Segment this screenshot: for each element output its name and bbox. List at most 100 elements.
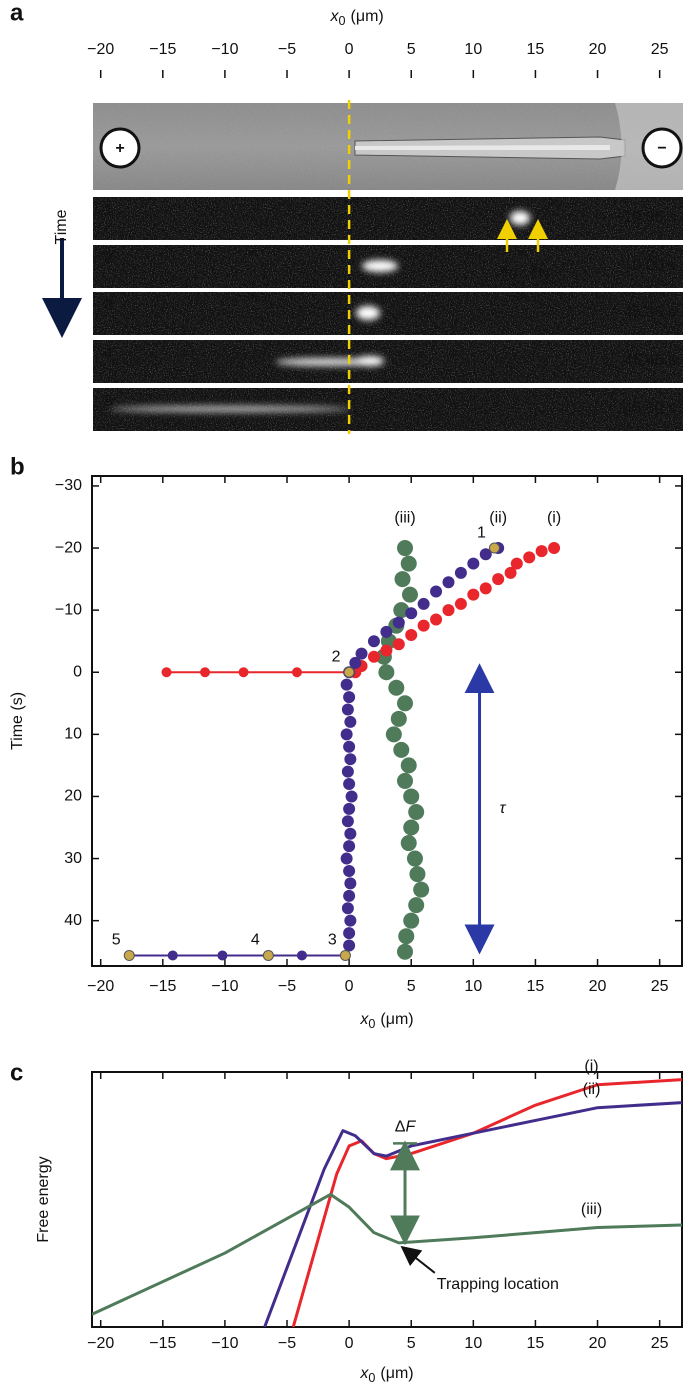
tau-label: τ [500, 800, 507, 817]
jump-point [217, 950, 228, 961]
trajectory-point [378, 664, 395, 681]
trajectory-point [349, 656, 362, 669]
trajectory-point [344, 715, 357, 728]
trajectory-point [400, 835, 417, 852]
x-tick-label: 20 [589, 978, 607, 995]
trajectory-point [341, 703, 354, 716]
trajectory-point [467, 557, 480, 570]
energy-curve [92, 1192, 682, 1316]
delta-symbol: Δ [395, 1119, 406, 1136]
highlight-point [343, 666, 355, 678]
x-tick-label: −10 [211, 978, 238, 995]
y-tick-label: 10 [64, 726, 82, 743]
x-tick-label: −5 [278, 1335, 296, 1352]
series-label: (i) [584, 1058, 598, 1075]
highlight-point [262, 949, 274, 961]
trajectory-point [479, 548, 492, 561]
frame-time: −19.95 s [614, 209, 676, 226]
panel-label: b [10, 453, 25, 480]
trajectory-point [341, 902, 354, 915]
trajectory-point [367, 650, 380, 663]
trajectory-point [385, 726, 402, 743]
x-tick-label: −15 [149, 41, 176, 58]
molecule-spots [110, 211, 530, 412]
time-label: Time [53, 209, 70, 244]
x-tick-label: −20 [87, 1335, 114, 1352]
trajectory-point [413, 881, 430, 898]
trajectory-point [442, 604, 455, 617]
trajectory-point [390, 710, 407, 727]
axis-title-sub: 0 [368, 1017, 375, 1031]
frame-time: 45.35 s [624, 304, 676, 321]
highlight-label: 1 [477, 524, 486, 541]
plot-frame [91, 475, 683, 967]
trajectory-point [380, 644, 393, 657]
trajectory-point [343, 740, 356, 753]
axis-title: x0 (μm) [359, 1365, 413, 1385]
axis-title-var: x [500, 261, 510, 278]
trajectory-point [403, 788, 420, 805]
trajectory-point [403, 819, 420, 836]
frame-time: 45.45 s [624, 352, 676, 369]
axis-title-var: x [330, 8, 340, 25]
trajectory-point [392, 638, 405, 651]
trajectory-point [344, 877, 357, 890]
trajectory-point [492, 573, 505, 586]
series-label: (ii) [489, 509, 507, 526]
x-tick-label: −20 [87, 41, 114, 58]
trajectory-point [340, 728, 353, 741]
trajectory-point [535, 545, 548, 558]
axis-title-sub: 0 [368, 1371, 375, 1385]
electrode [641, 127, 683, 169]
highlight-label: 3 [328, 932, 337, 949]
trajectory-point [343, 691, 356, 704]
y-tick-label: −10 [55, 601, 82, 618]
x-tick-label: 5 [407, 41, 416, 58]
x-tick-label: 10 [464, 978, 482, 995]
trajectory-point [400, 757, 417, 774]
trajectory-point [343, 802, 356, 815]
x-tick-label: 25 [651, 41, 669, 58]
delta-label: ΔF [395, 1119, 417, 1136]
delta-var: F [405, 1119, 416, 1136]
x-tick-label: −5 [278, 41, 296, 58]
trajectory-point [510, 557, 523, 570]
trajectory-point [408, 897, 425, 914]
x-tick-label: 5 [407, 978, 416, 995]
trajectory-point [341, 815, 354, 828]
axis-title: x0 (μm) [359, 1011, 413, 1031]
trajectory-point [367, 635, 380, 648]
series-label: (iii) [581, 1201, 602, 1218]
trajectory-point [392, 616, 405, 629]
trajectory-point [417, 619, 430, 632]
trajectory-point [394, 571, 411, 588]
frame-number: 4 [104, 345, 113, 362]
trajectory-point [454, 597, 467, 610]
trajectory-point [405, 607, 418, 620]
trajectory-point [388, 679, 405, 696]
frame-noise [93, 340, 683, 383]
axis-title-sub: 0 [509, 266, 518, 283]
axis-title-sub: N [538, 266, 549, 283]
trajectory-point [343, 864, 356, 877]
electrode [99, 127, 141, 169]
y-tick-label: 0 [73, 663, 82, 680]
trajectory-point [397, 695, 414, 712]
x-tick-label: 15 [527, 41, 545, 58]
x-tick-label: 15 [527, 978, 545, 995]
trajectory-point [380, 625, 393, 638]
energy-curve [263, 1101, 682, 1327]
trap-label: Trapping location [437, 1276, 559, 1293]
trajectory-point [341, 765, 354, 778]
axis-title-var: x [359, 1011, 369, 1028]
y-axis-title: Time (s) [9, 692, 26, 750]
trajectory-point [405, 628, 418, 641]
frame-noise [93, 197, 683, 240]
curves [92, 1078, 682, 1327]
trajectory-point [401, 586, 418, 603]
frame-number: 2 [104, 250, 113, 267]
frame-number: 1 [104, 202, 113, 219]
trajectory-point [430, 613, 443, 626]
y-tick-label: −20 [55, 539, 82, 556]
trajectory-point [393, 602, 410, 619]
